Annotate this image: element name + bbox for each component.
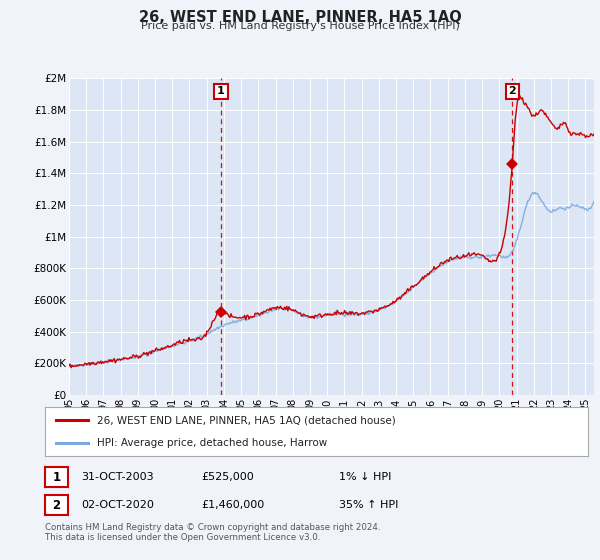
Text: 35% ↑ HPI: 35% ↑ HPI: [339, 500, 398, 510]
Text: 2: 2: [52, 498, 61, 512]
Text: Contains HM Land Registry data © Crown copyright and database right 2024.: Contains HM Land Registry data © Crown c…: [45, 523, 380, 532]
Text: 26, WEST END LANE, PINNER, HA5 1AQ (detached house): 26, WEST END LANE, PINNER, HA5 1AQ (deta…: [97, 416, 395, 426]
Text: £1,460,000: £1,460,000: [201, 500, 264, 510]
Text: HPI: Average price, detached house, Harrow: HPI: Average price, detached house, Harr…: [97, 438, 327, 448]
Text: This data is licensed under the Open Government Licence v3.0.: This data is licensed under the Open Gov…: [45, 533, 320, 542]
Text: £525,000: £525,000: [201, 472, 254, 482]
Text: 31-OCT-2003: 31-OCT-2003: [81, 472, 154, 482]
Text: 02-OCT-2020: 02-OCT-2020: [81, 500, 154, 510]
Text: Price paid vs. HM Land Registry's House Price Index (HPI): Price paid vs. HM Land Registry's House …: [140, 21, 460, 31]
Text: 2: 2: [508, 86, 516, 96]
Text: 1% ↓ HPI: 1% ↓ HPI: [339, 472, 391, 482]
Text: 1: 1: [52, 470, 61, 484]
Text: 26, WEST END LANE, PINNER, HA5 1AQ: 26, WEST END LANE, PINNER, HA5 1AQ: [139, 10, 461, 25]
Text: 1: 1: [217, 86, 225, 96]
